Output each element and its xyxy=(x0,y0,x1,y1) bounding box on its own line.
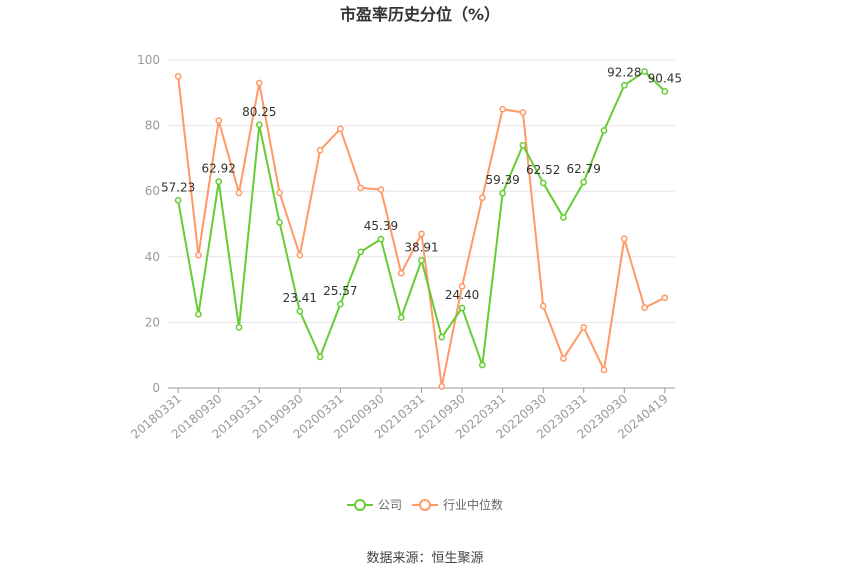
series-0-point xyxy=(397,314,405,321)
series-0-point xyxy=(600,127,608,134)
y-tick-label: 80 xyxy=(145,119,160,133)
data-label: 90.45 xyxy=(648,71,682,85)
series-1-point xyxy=(418,230,425,238)
series-0-point xyxy=(215,178,223,185)
series-layer xyxy=(174,68,669,390)
series-1-point xyxy=(519,109,527,116)
y-tick-label: 60 xyxy=(145,184,160,198)
series-1-point xyxy=(499,105,506,113)
data-label-layer: 57.23 62.92 80.25 23.41 25.57 45.39 38.91 24.40… xyxy=(161,65,682,305)
y-tick-label: 40 xyxy=(145,250,160,264)
series-0-point xyxy=(195,310,202,318)
series-1-point xyxy=(195,251,202,259)
series-1-point xyxy=(235,189,243,197)
data-label: 38.91 xyxy=(404,240,438,254)
data-label: 45.39 xyxy=(364,219,398,233)
legend-marker-company xyxy=(354,499,366,511)
legend-label-industry: 行业中位数 xyxy=(443,497,503,512)
series-0-point xyxy=(661,87,669,95)
series-0-point xyxy=(499,189,506,197)
series-1-point xyxy=(641,304,648,311)
y-tick-label: 20 xyxy=(145,315,160,329)
series-1-point xyxy=(397,269,405,277)
series-0-point xyxy=(438,333,446,341)
axis-layer: 0204060801002018033120180930201903312019… xyxy=(128,53,675,442)
data-label: 57.23 xyxy=(161,180,195,194)
series-0-point xyxy=(458,304,466,312)
series-0-point xyxy=(276,219,283,226)
series-0-point xyxy=(377,235,385,243)
series-1-point xyxy=(255,79,263,87)
series-0-point xyxy=(519,141,527,149)
series-1-point xyxy=(337,125,344,133)
series-1-point xyxy=(438,383,446,390)
series-0-point xyxy=(478,361,486,369)
legend-label-company: 公司 xyxy=(378,498,402,512)
data-label: 62.79 xyxy=(567,162,601,176)
series-1-point xyxy=(539,302,547,310)
series-1-point xyxy=(296,251,304,259)
data-label: 23.41 xyxy=(283,291,317,305)
data-label: 59.39 xyxy=(485,173,519,187)
series-1-point xyxy=(478,194,486,202)
series-0-point xyxy=(357,248,365,256)
series-0-point xyxy=(235,323,243,331)
series-0-point xyxy=(174,196,182,204)
data-source: 数据来源：恒生聚源 xyxy=(366,551,483,566)
series-0-point xyxy=(641,68,648,75)
series-1-point xyxy=(560,355,567,362)
series-0-point xyxy=(539,179,547,187)
series-0-point xyxy=(580,178,588,186)
series-1-point xyxy=(174,73,182,80)
data-label: 25.57 xyxy=(323,284,357,298)
series-1-point xyxy=(316,146,324,154)
series-1-point xyxy=(600,366,608,374)
series-1-point xyxy=(215,117,223,125)
legend-item-company[interactable]: 公司 xyxy=(347,498,402,512)
data-label: 62.92 xyxy=(202,162,236,176)
series-0-point xyxy=(296,307,304,315)
series-0-point xyxy=(418,257,425,264)
data-label: 80.25 xyxy=(242,105,276,119)
series-1-point xyxy=(458,282,466,290)
series-1-point xyxy=(276,189,283,197)
series-1-point xyxy=(620,235,628,243)
series-0-point xyxy=(316,353,324,361)
series-1-point xyxy=(377,186,385,193)
y-tick-label: 100 xyxy=(137,53,160,67)
data-label: 24.40 xyxy=(445,288,479,302)
series-1-point xyxy=(357,184,365,192)
series-0-point xyxy=(255,121,263,129)
data-label: 92.28 xyxy=(607,65,641,79)
series-1-point xyxy=(661,294,669,302)
legend[interactable]: 公司 行业中位数 xyxy=(347,497,503,512)
series-0-point xyxy=(620,81,628,89)
chart-title: 市盈率历史分位（%） xyxy=(340,5,500,24)
series-1-point xyxy=(580,323,588,331)
legend-item-industry[interactable]: 行业中位数 xyxy=(412,497,503,512)
y-tick-label: 0 xyxy=(152,381,160,395)
series-0-point xyxy=(337,300,344,308)
data-label: 62.52 xyxy=(526,163,560,177)
series-0-point xyxy=(560,214,567,221)
legend-marker-industry xyxy=(419,499,431,511)
